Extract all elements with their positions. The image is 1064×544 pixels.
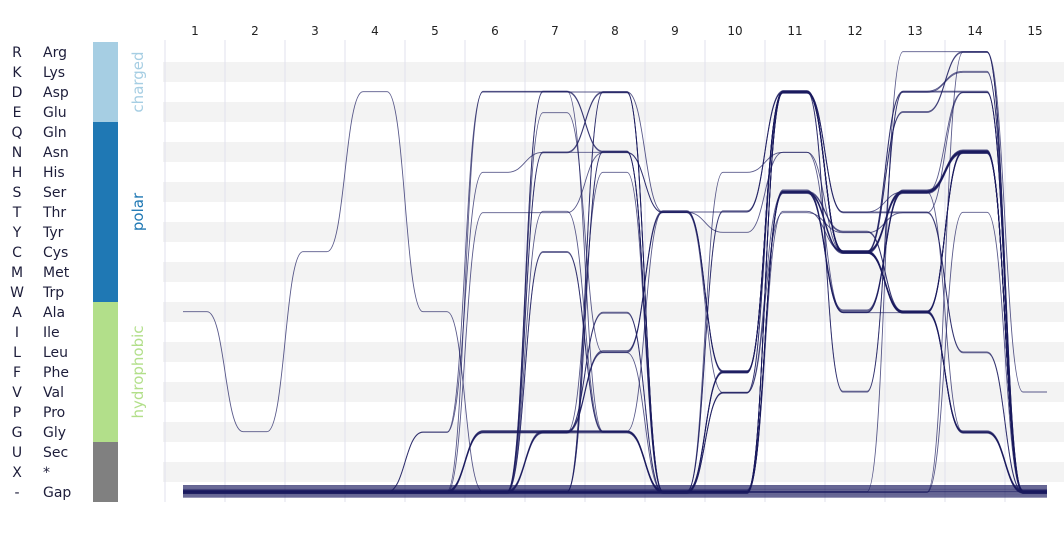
- residue-name: *: [43, 465, 50, 481]
- row-stripe: [163, 462, 1064, 482]
- row-stripe: [163, 402, 1064, 422]
- residue-name: Phe: [43, 365, 69, 381]
- residue-code: P: [13, 405, 21, 421]
- residue-name: Lys: [43, 65, 65, 81]
- category-label: hydrophobic: [129, 325, 147, 418]
- position-label: 15: [1027, 24, 1042, 38]
- row-stripe: [163, 362, 1064, 382]
- residue-name: Leu: [43, 345, 68, 361]
- row-stripe: [163, 242, 1064, 262]
- residue-code: S: [13, 185, 22, 201]
- category-bar: [93, 442, 118, 502]
- flow-line: [183, 150, 1047, 492]
- column-gridlines: [164, 40, 1006, 502]
- residue-code: W: [10, 285, 24, 301]
- residue-name: Pro: [43, 405, 65, 421]
- residue-code: -: [14, 485, 19, 501]
- residue-name: Gap: [43, 485, 71, 501]
- residue-code: I: [15, 325, 19, 341]
- residue-code: E: [13, 105, 22, 121]
- position-label: 12: [847, 24, 862, 38]
- position-label: 9: [671, 24, 679, 38]
- category-label: charged: [129, 51, 147, 112]
- flow-line: [183, 211, 1047, 493]
- position-label: 2: [251, 24, 259, 38]
- residue-name: Ser: [43, 185, 67, 201]
- row-stripe: [163, 382, 1064, 402]
- category-bar: [93, 122, 118, 302]
- category-label: polar: [129, 192, 147, 231]
- flow-line: [183, 149, 1047, 491]
- residue-code: H: [12, 165, 23, 181]
- category-bar: [93, 42, 118, 122]
- residue-name: Met: [43, 265, 70, 281]
- row-stripe: [163, 122, 1064, 142]
- row-stripe: [163, 202, 1064, 222]
- residue-code: M: [11, 265, 23, 281]
- residue-code: K: [12, 65, 22, 81]
- position-label: 8: [611, 24, 619, 38]
- residue-name: Thr: [42, 205, 66, 221]
- residue-code: V: [12, 385, 22, 401]
- residue-name: Gln: [43, 125, 67, 141]
- row-stripe: [163, 62, 1064, 82]
- residue-code: C: [12, 245, 22, 261]
- row-stripe: [163, 102, 1064, 122]
- residue-name: Ile: [43, 325, 60, 341]
- residue-code: A: [12, 305, 22, 321]
- position-label: 11: [787, 24, 802, 38]
- row-stripe: [163, 282, 1064, 302]
- residue-code: F: [13, 365, 21, 381]
- position-label: 6: [491, 24, 499, 38]
- residue-name: Asn: [43, 145, 69, 161]
- position-label: 14: [967, 24, 982, 38]
- residue-code: L: [13, 345, 21, 361]
- row-stripe: [163, 42, 1064, 62]
- residue-name: Sec: [43, 445, 68, 461]
- position-label: 13: [907, 24, 922, 38]
- row-stripe: [163, 442, 1064, 462]
- residue-code: G: [12, 425, 23, 441]
- residue-name: Trp: [42, 285, 64, 301]
- position-label: 10: [727, 24, 742, 38]
- residue-name: Tyr: [42, 225, 64, 241]
- row-stripe: [163, 262, 1064, 282]
- row-stripe: [163, 322, 1064, 342]
- position-label: 7: [551, 24, 559, 38]
- residue-name: Ala: [43, 305, 65, 321]
- position-label: 5: [431, 24, 439, 38]
- residue-code: D: [12, 85, 23, 101]
- row-stripe: [163, 182, 1064, 202]
- residue-name: Asp: [43, 85, 69, 101]
- residue-code: U: [12, 445, 22, 461]
- residue-name: Glu: [43, 105, 67, 121]
- residue-name: Cys: [43, 245, 68, 261]
- residue-code: N: [12, 145, 22, 161]
- category-bar: [93, 302, 118, 442]
- flow-lines: [183, 51, 1047, 498]
- position-label: 3: [311, 24, 319, 38]
- residue-name: His: [43, 165, 65, 181]
- position-label: 1: [191, 24, 199, 38]
- residue-name: Val: [43, 385, 64, 401]
- residue-code: Y: [12, 225, 22, 241]
- residue-name: Arg: [43, 45, 67, 61]
- residue-name: Gly: [43, 425, 66, 441]
- row-stripe: [163, 222, 1064, 242]
- residue-code: X: [12, 465, 22, 481]
- category-bars: charged polar hydrophobic: [93, 42, 147, 502]
- residue-labels: R Arg K Lys D Asp E Glu Q Gln N Asn H His S Ser T Thr Y Tyr…: [10, 45, 71, 501]
- position-labels: 1 2 3 4 5 6 7 8 9 10 11 12 13 14 15: [191, 24, 1042, 38]
- residue-code: Q: [11, 125, 22, 141]
- position-label: 4: [371, 24, 379, 38]
- residue-code: R: [12, 45, 22, 61]
- residue-code: T: [12, 205, 22, 221]
